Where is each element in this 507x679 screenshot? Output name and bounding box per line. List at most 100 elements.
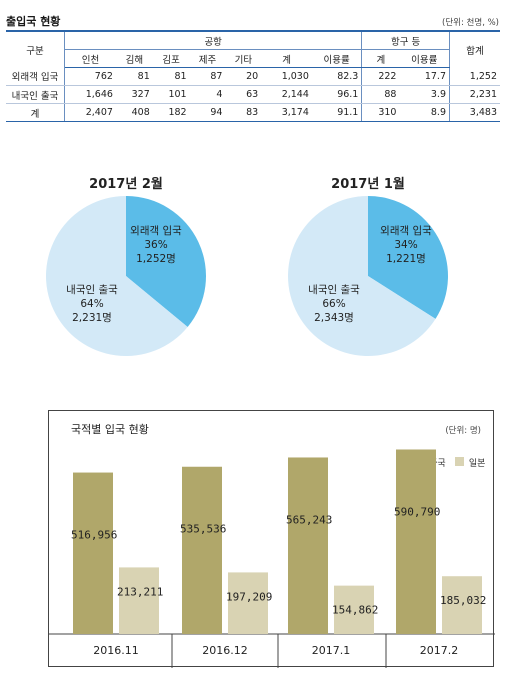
subheader-cell: 계 [361, 49, 400, 68]
table-cell: 96.1 [311, 85, 363, 104]
table-cell: 83 [225, 103, 262, 122]
pie-charts [45, 196, 448, 356]
table-cell: 3,174 [261, 103, 312, 122]
pie-chart-jan [288, 196, 448, 356]
pie-slice-foreign [368, 196, 448, 319]
header-category: 구분 [6, 30, 65, 68]
data-label-china: 565,243 [286, 513, 332, 526]
bar-chart-plot: 516,956 213,211 2016.11 535,536 197,209 2016.… [49, 449, 495, 668]
subheader-cell: 기타 [225, 49, 262, 68]
x-tick-label: 2016.12 [202, 644, 248, 657]
table-cell: 87 [189, 67, 226, 86]
pie-slice-domestic [288, 196, 436, 356]
bar-chart-title: 국적별 입국 현황 [71, 423, 149, 436]
row-label: 외래객 입국 [6, 67, 65, 86]
slice-count: 2,231명 [72, 312, 112, 324]
bar-chart-frame: 국적별 입국 현황 (단위: 명) 중국 일본 516,956 213,211 20… [48, 410, 495, 668]
slice-count: 2,343명 [314, 312, 354, 324]
data-label-japan: 154,862 [332, 604, 378, 617]
stats-table: 구분 공항 항구 등 합계 인천 김해 김포 제주 기타 계 이용률 계 이용률 외래객 입국 7… [6, 30, 500, 122]
table-cell: 81 [152, 67, 190, 86]
legend-label-japan: 일본 [468, 459, 486, 469]
table-row: 외래객 입국 762 81 81 87 20 1,030 82.3 222 17.7 1,252 [6, 67, 500, 86]
pie-feb-domestic-label: 내국인 출국 64% 2,231명 [52, 283, 132, 325]
x-tick-label: 2017.2 [420, 644, 459, 657]
table-cell: 91.1 [311, 103, 363, 122]
table-cell: 20 [225, 67, 262, 86]
table-cell: 3.9 [399, 85, 451, 104]
legend-label-china: 중국 [429, 459, 446, 469]
table-cell: 88 [361, 85, 400, 104]
table-cell: 222 [361, 67, 400, 86]
pie-chart-feb [45, 196, 206, 356]
slice-label: 내국인 출국 [66, 284, 118, 296]
data-label-china: 535,536 [180, 523, 226, 536]
subheader-cell: 이용률 [399, 49, 451, 68]
table-cell: 3,483 [449, 103, 500, 122]
slice-pct: 36% [144, 239, 168, 251]
slice-pct: 64% [80, 298, 104, 310]
x-tick-label: 2017.1 [312, 644, 351, 657]
slice-label: 외래객 입국 [380, 225, 432, 237]
subheader-cell: 계 [261, 49, 312, 68]
header-total: 합계 [449, 30, 500, 68]
pie-feb-foreign-label: 외래객 입국 36% 1,252명 [116, 224, 196, 266]
bar-japan [442, 576, 482, 634]
data-label-china: 590,790 [394, 505, 440, 518]
pie-jan-foreign-label: 외래객 입국 34% 1,221명 [366, 224, 446, 266]
bar-china [182, 466, 222, 634]
slice-pct: 66% [322, 298, 346, 310]
bar-chart-unit: (단위: 명) [445, 426, 481, 436]
data-label-japan: 213,211 [117, 585, 163, 598]
bar-japan [334, 585, 374, 634]
pie-jan-domestic-label: 내국인 출국 66% 2,343명 [294, 283, 374, 325]
table-row: 내국인 출국 1,646 327 101 4 63 2,144 96.1 88 3.9 2,231 [6, 85, 500, 104]
table-cell: 94 [189, 103, 226, 122]
table-cell: 182 [152, 103, 190, 122]
slice-pct: 34% [394, 239, 418, 251]
table-cell: 2,144 [261, 85, 312, 104]
table-cell: 1,030 [261, 67, 312, 86]
subheader-cell: 제주 [189, 49, 226, 68]
bar-china [288, 457, 328, 634]
legend-swatch-japan [454, 457, 464, 466]
subheader-cell: 이용률 [311, 49, 363, 68]
slice-count: 1,221명 [386, 253, 426, 265]
data-label-japan: 185,032 [440, 594, 486, 607]
subheader-cell: 김해 [115, 49, 153, 68]
table-cell: 101 [152, 85, 190, 104]
header-airport: 공항 [64, 30, 363, 50]
bar-china [73, 472, 113, 634]
row-label: 내국인 출국 [6, 85, 65, 104]
table-cell: 2,231 [449, 85, 500, 104]
table-title: 출입국 현황 [6, 15, 61, 28]
table-cell: 81 [115, 67, 153, 86]
pie-slice-foreign [126, 196, 206, 327]
table-cell: 4 [189, 85, 226, 104]
bar-japan [119, 567, 159, 634]
table-cell: 408 [115, 103, 153, 122]
table-cell: 17.7 [399, 67, 451, 86]
pie-slice-domestic [45, 196, 188, 356]
header-port: 항구 등 [361, 30, 450, 50]
pie-title-jan: 2017년 1월 [331, 177, 405, 192]
pie-title-feb: 2017년 2월 [89, 177, 163, 192]
bar-china [396, 449, 436, 634]
table-cell: 1,252 [449, 67, 500, 86]
row-label: 계 [6, 103, 65, 122]
table-cell: 2,407 [64, 103, 116, 122]
table-row: 계 2,407 408 182 94 83 3,174 91.1 310 8.9 3,483 [6, 103, 500, 122]
table-cell: 8.9 [399, 103, 451, 122]
x-tick-label: 2016.11 [93, 644, 139, 657]
data-label-china: 516,956 [71, 529, 117, 542]
data-label-japan: 197,209 [226, 590, 272, 603]
table-cell: 1,646 [64, 85, 116, 104]
subheader-cell: 인천 [64, 49, 116, 68]
table-cell: 63 [225, 85, 262, 104]
table-cell: 82.3 [311, 67, 363, 86]
bar-japan [228, 572, 268, 634]
table-cell: 310 [361, 103, 400, 122]
slice-label: 내국인 출국 [308, 284, 360, 296]
table-cell: 327 [115, 85, 153, 104]
subheader-cell: 김포 [152, 49, 190, 68]
